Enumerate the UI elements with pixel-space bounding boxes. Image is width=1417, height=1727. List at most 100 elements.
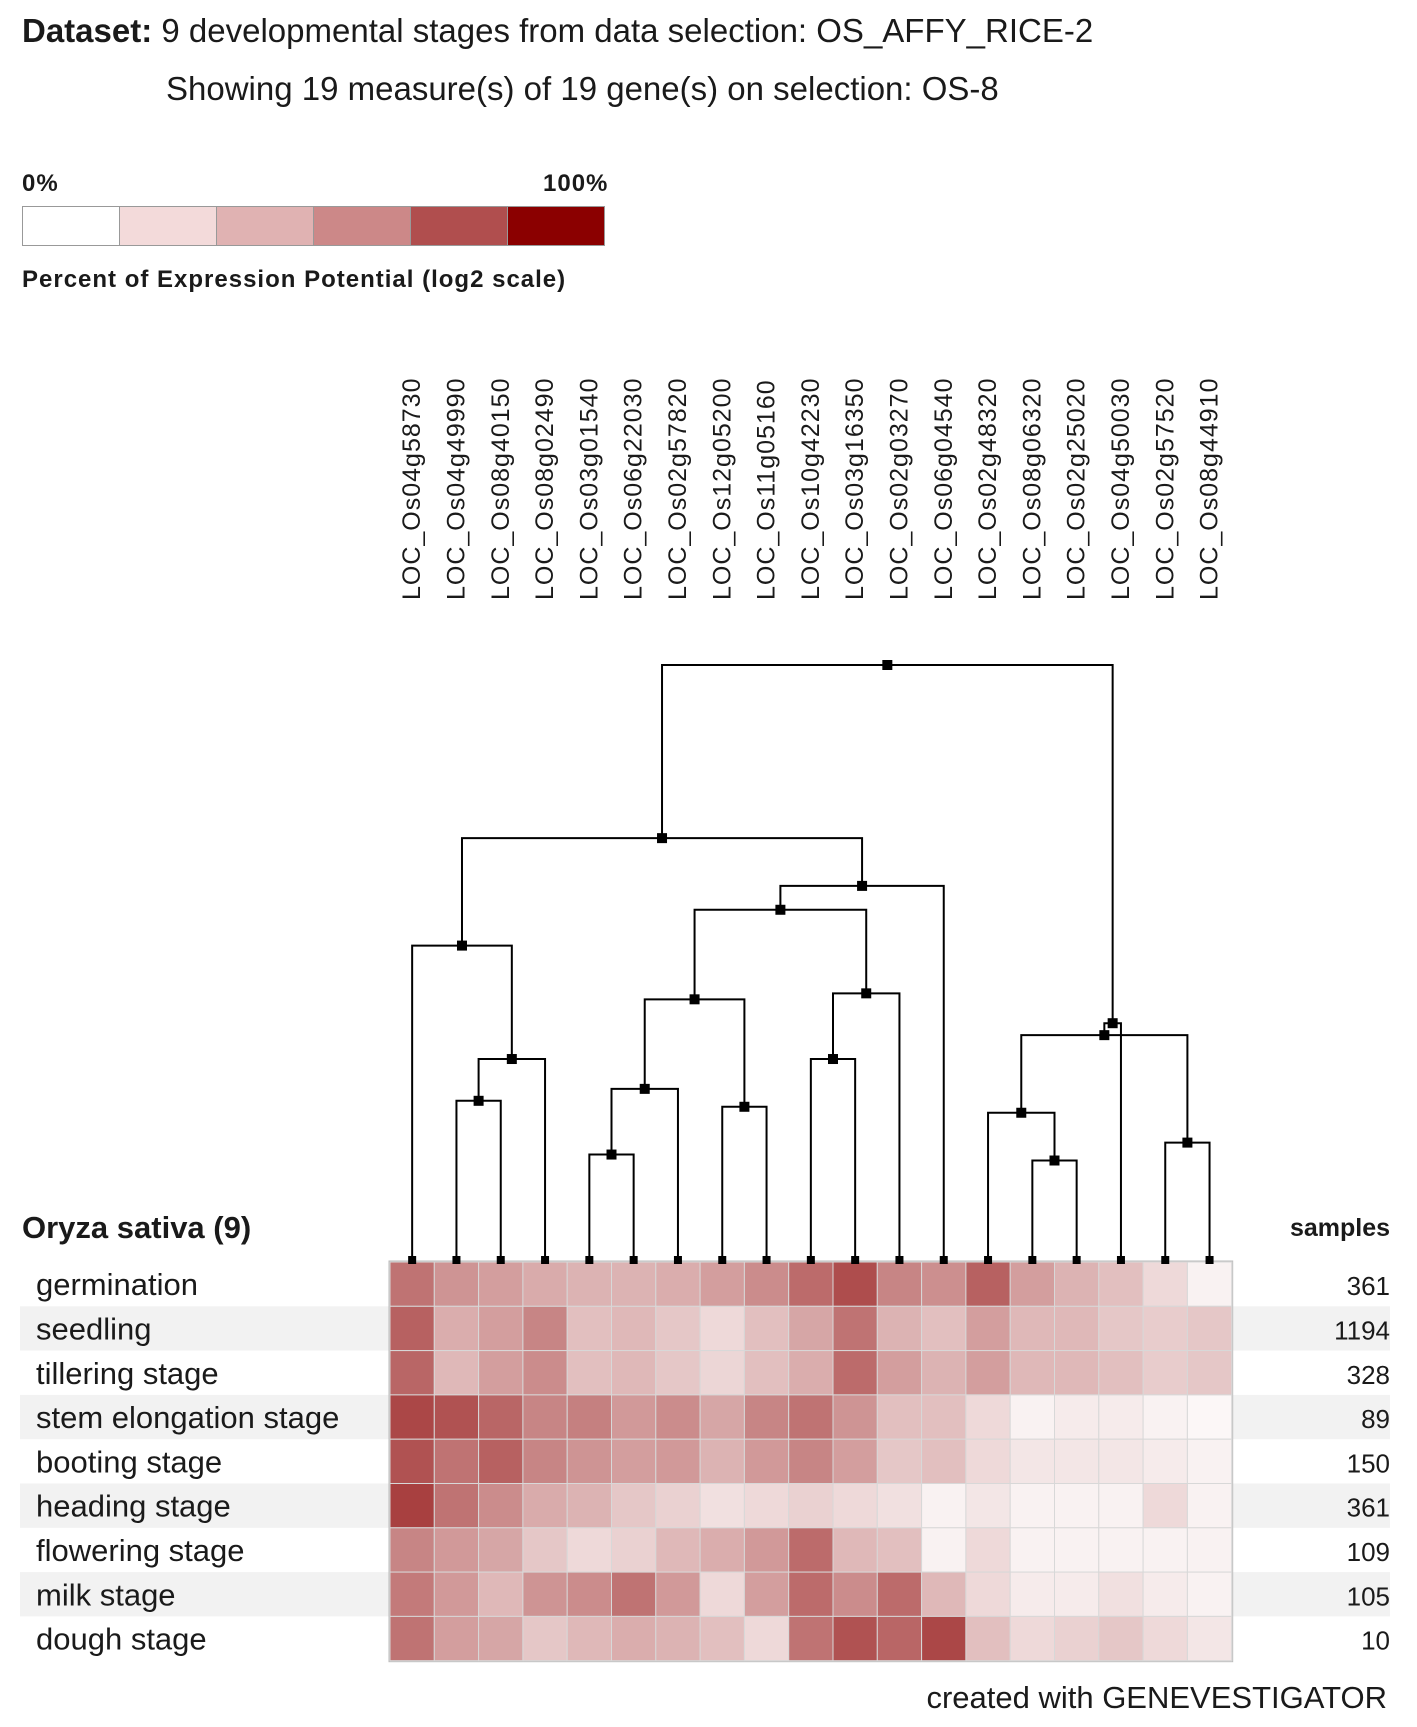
heatmap-cell xyxy=(1009,1527,1056,1573)
heatmap-cell xyxy=(1098,1571,1144,1617)
heatmap-cell xyxy=(876,1615,923,1662)
heatmap-cell xyxy=(389,1615,435,1662)
heatmap-cell xyxy=(478,1305,524,1352)
heatmap-cell xyxy=(1098,1261,1144,1307)
heatmap-cell xyxy=(876,1261,923,1307)
heatmap-cell xyxy=(1186,1438,1233,1484)
dendrogram-leaf xyxy=(673,1256,682,1264)
heatmap-cell xyxy=(433,1527,480,1573)
heatmap-cell xyxy=(965,1305,1011,1352)
heatmap-cell xyxy=(478,1527,524,1573)
dendrogram-branch xyxy=(809,1058,857,1262)
dendrogram-branch xyxy=(721,1105,768,1262)
heatmap-cell xyxy=(876,1483,923,1529)
heatmap-cell xyxy=(433,1261,480,1307)
heatmap-cell xyxy=(743,1305,790,1352)
column-label: LOC_Os12g05200 xyxy=(708,378,736,600)
heatmap-cell xyxy=(743,1527,790,1573)
heatmap-cell xyxy=(611,1571,657,1617)
heatmap-cell xyxy=(566,1394,613,1440)
heatmap-cell xyxy=(1142,1438,1188,1484)
legend-swatch xyxy=(23,207,120,245)
heatmap-cell xyxy=(1009,1305,1056,1352)
heatmap-cell xyxy=(1142,1483,1188,1529)
column-label: LOC_Os02g48320 xyxy=(974,378,1002,600)
legend-swatch xyxy=(314,207,411,245)
heatmap-cell xyxy=(1186,1394,1233,1440)
heatmap-cell xyxy=(699,1615,745,1662)
heatmap-cell xyxy=(655,1350,701,1396)
heatmap-cell xyxy=(832,1615,878,1662)
heatmap-cell xyxy=(611,1527,657,1573)
credit-text: created with GENEVESTIGATOR xyxy=(926,1680,1387,1715)
samples-value: 361 xyxy=(1347,1493,1390,1523)
heatmap-cell xyxy=(522,1571,568,1617)
heatmap-cell xyxy=(876,1305,923,1352)
dendrogram-node xyxy=(882,660,893,670)
dataset-line: Dataset: 9 developmental stages from dat… xyxy=(22,12,1093,50)
row-label: heading stage xyxy=(36,1489,231,1524)
heatmap-cell xyxy=(655,1483,701,1529)
row-label: seedling xyxy=(36,1311,151,1346)
samples-value: 150 xyxy=(1347,1448,1390,1478)
column-label: LOC_Os04g49990 xyxy=(442,378,470,600)
heatmap-cell xyxy=(788,1615,834,1662)
dendrogram-branch xyxy=(1103,1022,1122,1262)
column-label: LOC_Os11g05160 xyxy=(753,379,781,600)
heatmap-cell xyxy=(876,1350,923,1396)
dendrogram-leaf xyxy=(851,1256,860,1264)
heatmap-cell xyxy=(1054,1438,1100,1484)
heatmap-cell xyxy=(566,1615,613,1662)
heatmap-cell xyxy=(1098,1615,1144,1662)
heatmap-cell xyxy=(1186,1571,1233,1617)
heatmap-cell xyxy=(832,1527,878,1573)
heatmap-cell xyxy=(611,1615,657,1662)
heatmap-cell xyxy=(1054,1527,1100,1573)
row-label: booting stage xyxy=(36,1444,222,1479)
heatmap-cell xyxy=(1098,1438,1144,1484)
dendrogram-branch xyxy=(832,992,901,1262)
heatmap-cell xyxy=(788,1483,834,1529)
heatmap-cell xyxy=(1009,1350,1056,1396)
heatmap-cell xyxy=(921,1483,967,1529)
column-label: LOC_Os08g40150 xyxy=(487,378,515,600)
column-label: LOC_Os08g02490 xyxy=(531,378,559,600)
heatmap-cell xyxy=(655,1261,701,1307)
column-label: LOC_Os04g50030 xyxy=(1107,378,1135,600)
row-label: stem elongation stage xyxy=(36,1400,339,1435)
heatmap-cell xyxy=(965,1527,1011,1573)
heatmap-cell xyxy=(1009,1483,1056,1529)
heatmap-cell xyxy=(433,1615,480,1662)
heatmap-cell xyxy=(389,1261,435,1307)
heatmap-cell xyxy=(1142,1571,1188,1617)
heatmap-cell xyxy=(655,1527,701,1573)
heatmap-cell xyxy=(1054,1483,1100,1529)
heatmap-cell xyxy=(566,1438,613,1484)
heatmap-cell xyxy=(788,1394,834,1440)
heatmap-cell xyxy=(965,1261,1011,1307)
heatmap-cell xyxy=(965,1394,1011,1440)
dendrogram-leaf xyxy=(452,1256,461,1264)
heatmap-cell xyxy=(699,1305,745,1352)
dendrogram-branch xyxy=(779,884,945,1262)
legend-swatch xyxy=(508,207,604,245)
heatmap-cell xyxy=(433,1483,480,1529)
heatmap-cell xyxy=(433,1394,480,1440)
heatmap-cell xyxy=(788,1350,834,1396)
heatmap-cell xyxy=(921,1305,967,1352)
heatmap-cell xyxy=(921,1615,967,1662)
heatmap-cell xyxy=(699,1394,745,1440)
heatmap-cell xyxy=(1098,1305,1144,1352)
heatmap-cell xyxy=(522,1483,568,1529)
dendrogram-leaf xyxy=(1161,1256,1170,1264)
dendrogram-leaf xyxy=(1205,1256,1214,1264)
heatmap-cell xyxy=(876,1394,923,1440)
heatmap-cell xyxy=(1142,1350,1188,1396)
heatmap-cell xyxy=(566,1527,613,1573)
heatmap-cell xyxy=(566,1571,613,1617)
heatmap-cell xyxy=(522,1261,568,1307)
column-label: LOC_Os06g04540 xyxy=(930,378,958,600)
column-label: LOC_Os08g44910 xyxy=(1196,378,1224,600)
samples-header: samples xyxy=(1290,1214,1390,1242)
row-label: germination xyxy=(36,1267,198,1302)
